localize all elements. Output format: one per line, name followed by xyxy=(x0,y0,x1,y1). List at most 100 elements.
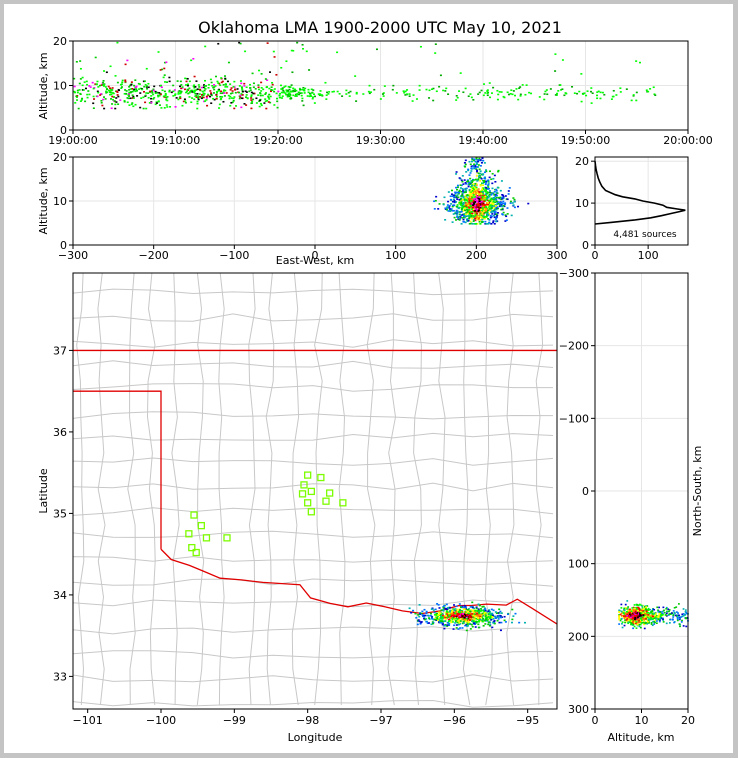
ew-source-point xyxy=(478,204,481,206)
time-source-point xyxy=(267,95,270,98)
time-source-point xyxy=(321,94,324,96)
time-source-point xyxy=(179,92,182,95)
time-source-point xyxy=(191,91,194,93)
time-source-point xyxy=(209,95,212,98)
ew-source-point xyxy=(482,159,485,162)
ew-source-point xyxy=(451,205,454,208)
time-source-point xyxy=(431,88,434,91)
time-source-point xyxy=(170,91,173,94)
time-tick-label: 20:00:00 xyxy=(663,134,712,147)
time-source-point xyxy=(590,102,593,104)
time-source-point xyxy=(612,95,615,98)
map-source-point xyxy=(514,612,517,615)
ew-source-point xyxy=(459,184,462,186)
ew-source-point xyxy=(478,159,481,161)
time-source-point xyxy=(191,97,194,99)
time-source-point xyxy=(164,92,167,95)
map-source-point xyxy=(496,615,499,617)
ew-source-point xyxy=(466,215,469,217)
ew-source-point xyxy=(475,175,478,177)
time-source-point xyxy=(193,86,196,89)
time-source-point xyxy=(193,98,196,101)
ew-source-point xyxy=(470,165,473,168)
ew-source-point xyxy=(477,201,480,204)
time-source-point xyxy=(469,93,472,95)
map-source-point xyxy=(439,621,442,623)
time-source-point xyxy=(251,72,254,75)
ew-source-point xyxy=(486,213,489,215)
map-source-point xyxy=(497,612,500,614)
ew-source-point xyxy=(490,207,493,210)
time-source-point xyxy=(244,90,247,93)
time-source-point xyxy=(166,99,169,102)
ew-source-point xyxy=(479,164,482,167)
ns-altitude-ylabel: North-South, km xyxy=(691,446,704,537)
ew-source-point xyxy=(468,216,471,219)
time-source-point xyxy=(110,98,113,100)
time-source-point xyxy=(161,68,164,71)
time-source-point xyxy=(381,93,384,95)
ew-source-point xyxy=(466,218,469,220)
ew-source-point xyxy=(490,211,493,214)
time-source-point xyxy=(273,88,276,90)
time-source-point xyxy=(125,90,128,92)
ew-source-point xyxy=(483,212,486,214)
time-source-point xyxy=(307,88,310,91)
map-source-point xyxy=(482,617,485,620)
map-source-point xyxy=(487,610,490,612)
map-source-point xyxy=(477,626,480,629)
ew-source-point xyxy=(456,196,459,199)
time-source-point xyxy=(194,95,197,97)
map-source-point xyxy=(492,609,495,612)
ew-source-point xyxy=(470,160,473,163)
time-source-point xyxy=(213,88,216,91)
ns-source-point xyxy=(656,616,659,618)
time-source-point xyxy=(212,86,215,89)
ew-source-point xyxy=(493,216,496,219)
time-source-point xyxy=(301,43,304,46)
time-source-point xyxy=(266,86,269,88)
map-source-point xyxy=(448,622,451,625)
map-source-point xyxy=(462,613,465,615)
lma-station-marker xyxy=(304,471,312,479)
ew-source-point xyxy=(491,182,494,185)
ew-source-point xyxy=(501,196,504,199)
ew-source-point xyxy=(473,159,476,162)
ns-source-point xyxy=(665,622,668,625)
ew-source-point xyxy=(477,164,480,166)
time-source-point xyxy=(212,97,215,100)
time-source-point xyxy=(211,84,214,87)
ew-source-point xyxy=(482,202,485,205)
time-source-point xyxy=(105,91,108,94)
time-source-point xyxy=(191,89,194,92)
ew-source-point xyxy=(486,204,489,207)
ew-source-point xyxy=(468,212,471,215)
map-source-point xyxy=(511,618,514,621)
time-source-point xyxy=(418,84,421,87)
ew-source-point xyxy=(462,195,465,197)
time-source-point xyxy=(379,98,382,100)
time-source-point xyxy=(150,101,153,104)
ns-source-point xyxy=(665,614,668,617)
ns-source-point xyxy=(642,604,645,607)
map-source-point xyxy=(467,612,470,615)
map-source-point xyxy=(471,613,474,615)
time-source-point xyxy=(281,88,284,91)
time-source-point xyxy=(139,92,142,94)
ew-source-point xyxy=(473,179,476,181)
time-source-point xyxy=(203,92,206,95)
map-source-point xyxy=(494,611,497,613)
time-source-point xyxy=(260,104,263,107)
time-source-point xyxy=(266,79,269,81)
ew-source-point xyxy=(512,197,515,199)
ns-source-point xyxy=(674,614,677,617)
time-source-point xyxy=(100,101,103,104)
time-altitude-sources xyxy=(73,41,657,110)
map-source-point xyxy=(478,614,481,616)
map-source-point xyxy=(518,621,521,624)
map-source-point xyxy=(464,615,467,617)
time-source-point xyxy=(301,100,304,102)
ew-source-point xyxy=(483,203,486,206)
time-source-point xyxy=(250,107,253,110)
